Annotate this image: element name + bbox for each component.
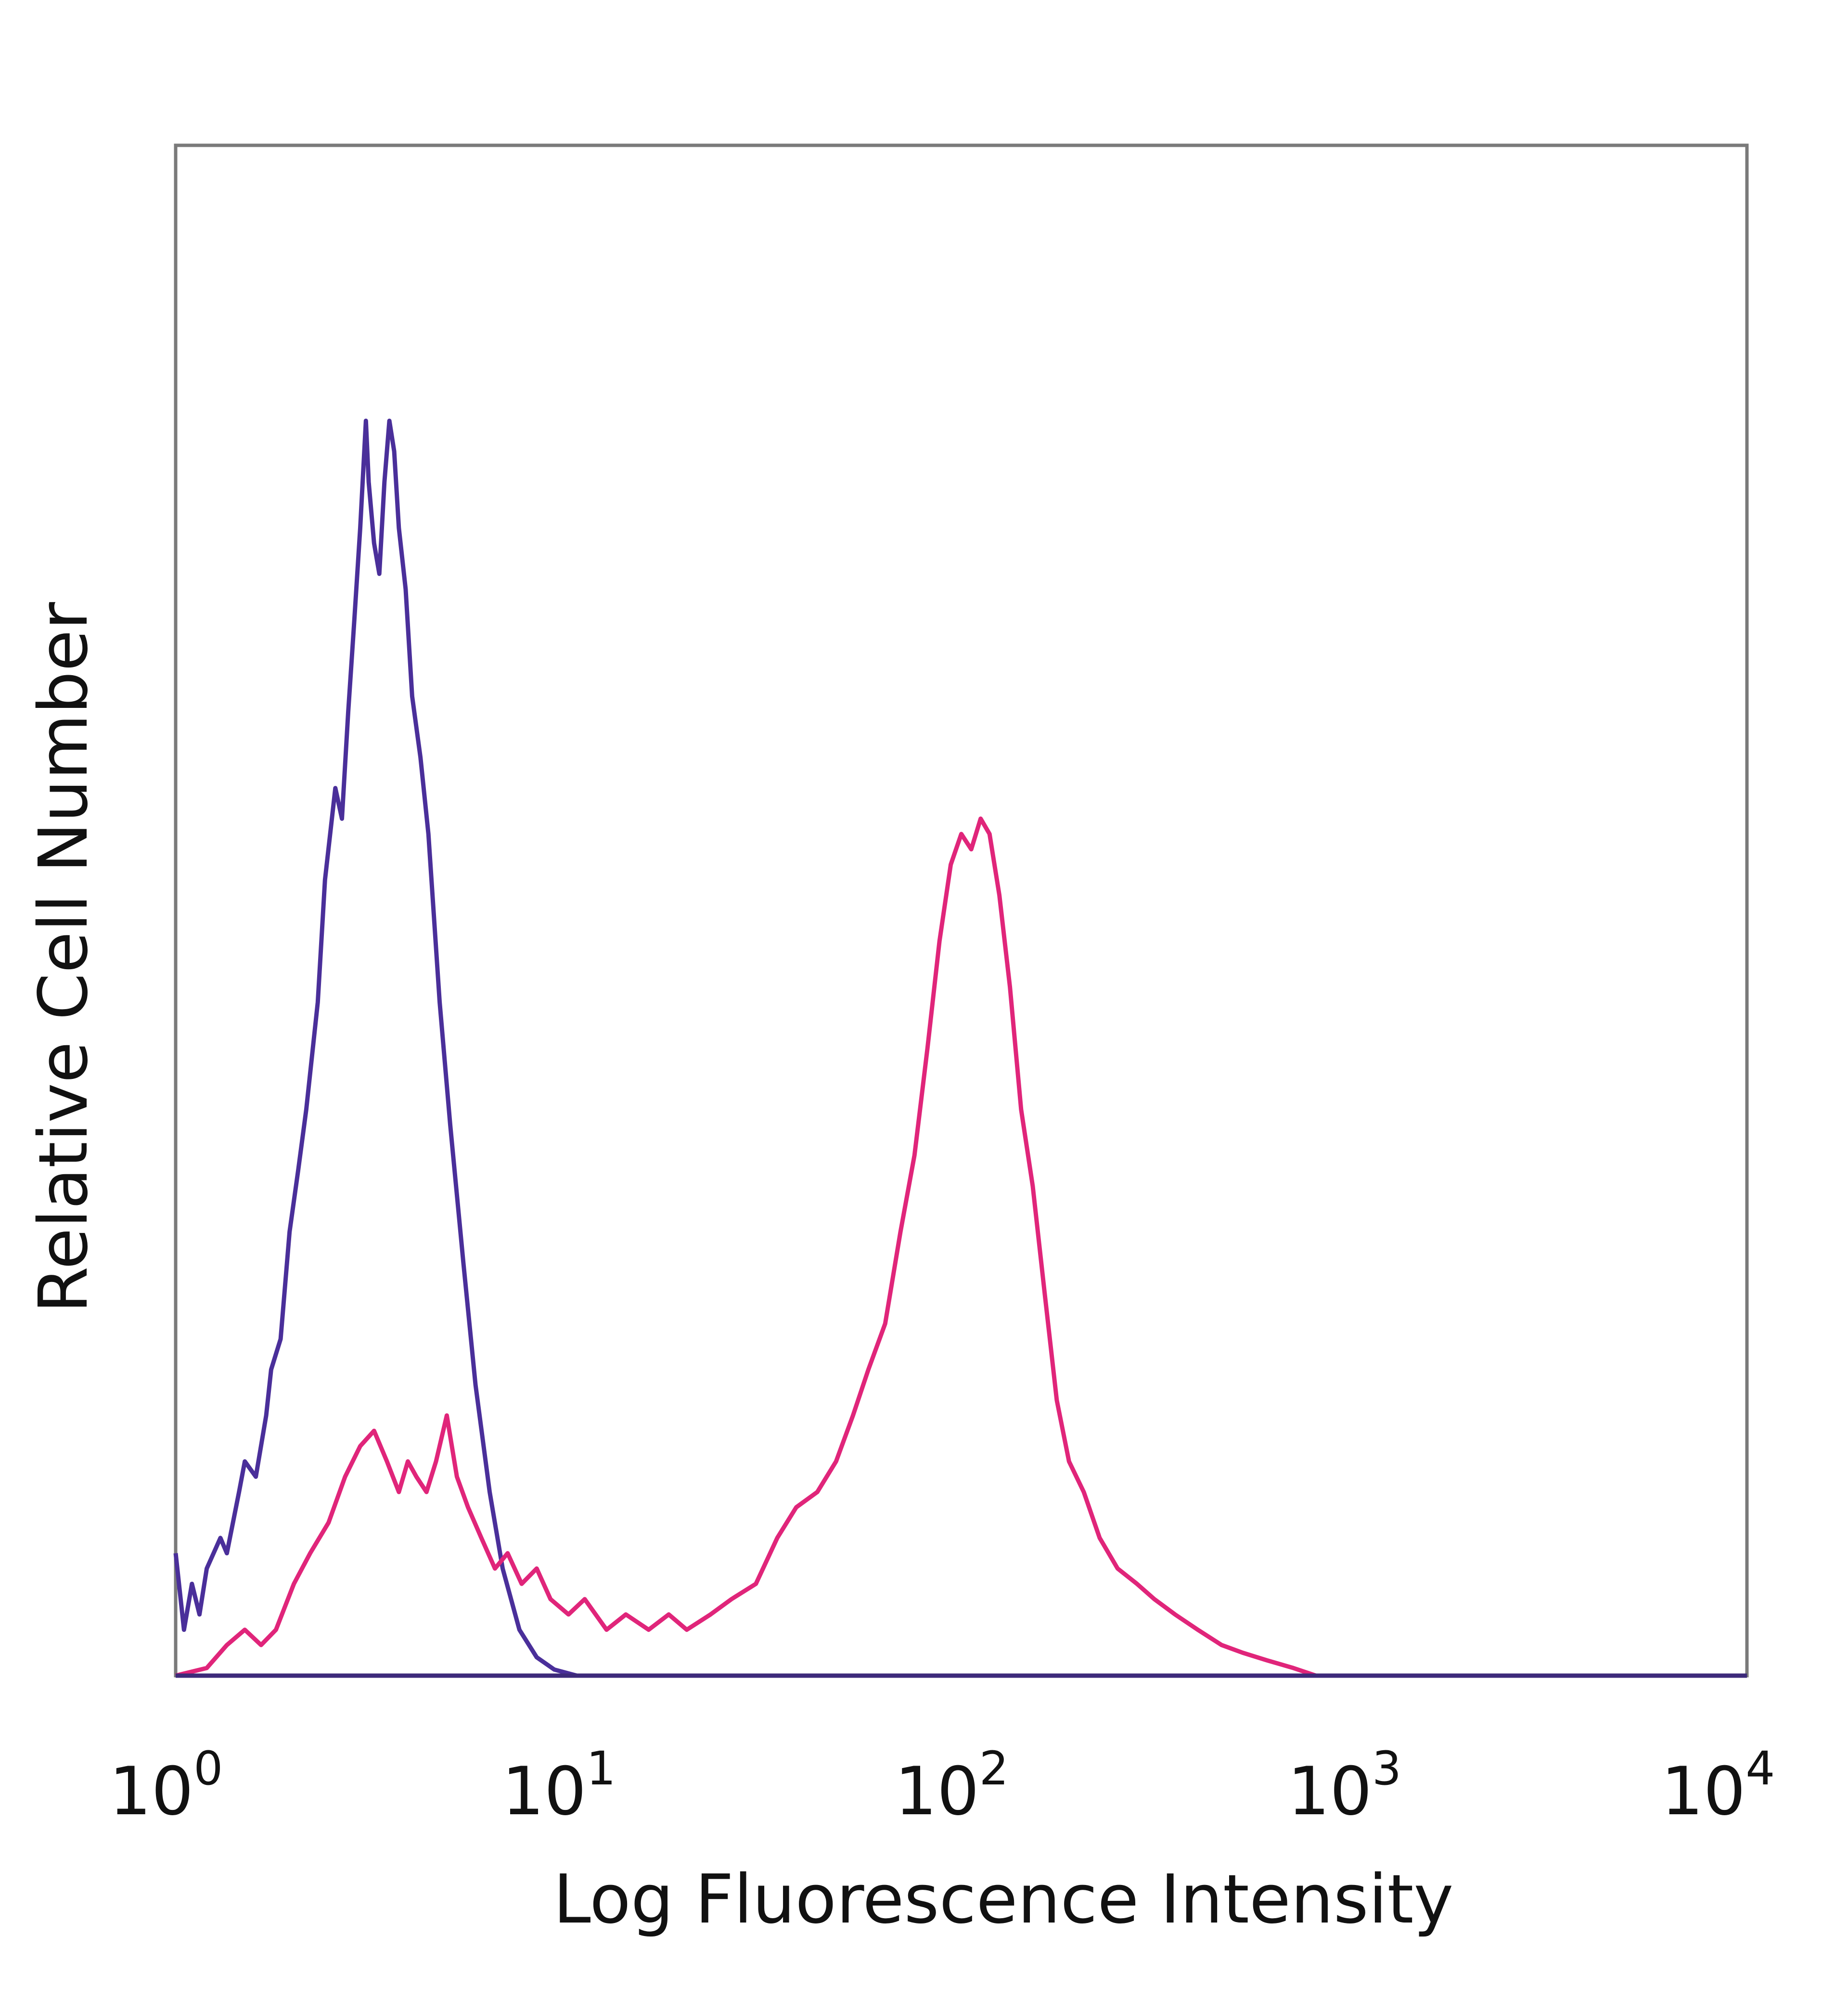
x-tick-label: 104 (1661, 1742, 1775, 1830)
x-tick-labels: 100 101 102 103 104 (109, 1742, 1775, 1830)
x-tick-label: 101 (502, 1742, 616, 1830)
x-tick-label: 102 (895, 1742, 1009, 1830)
series-line-2 (175, 816, 1747, 1678)
x-tick-label: 100 (109, 1742, 223, 1830)
x-axis-label: Log Fluorescence Intensity (553, 1860, 1454, 1939)
y-axis-label: Relative Cell Number (25, 602, 103, 1313)
series-line-1 (173, 418, 1747, 1678)
x-tick-label: 103 (1287, 1742, 1401, 1830)
plot-frame (174, 143, 1749, 1678)
series-layer (173, 418, 1747, 1678)
